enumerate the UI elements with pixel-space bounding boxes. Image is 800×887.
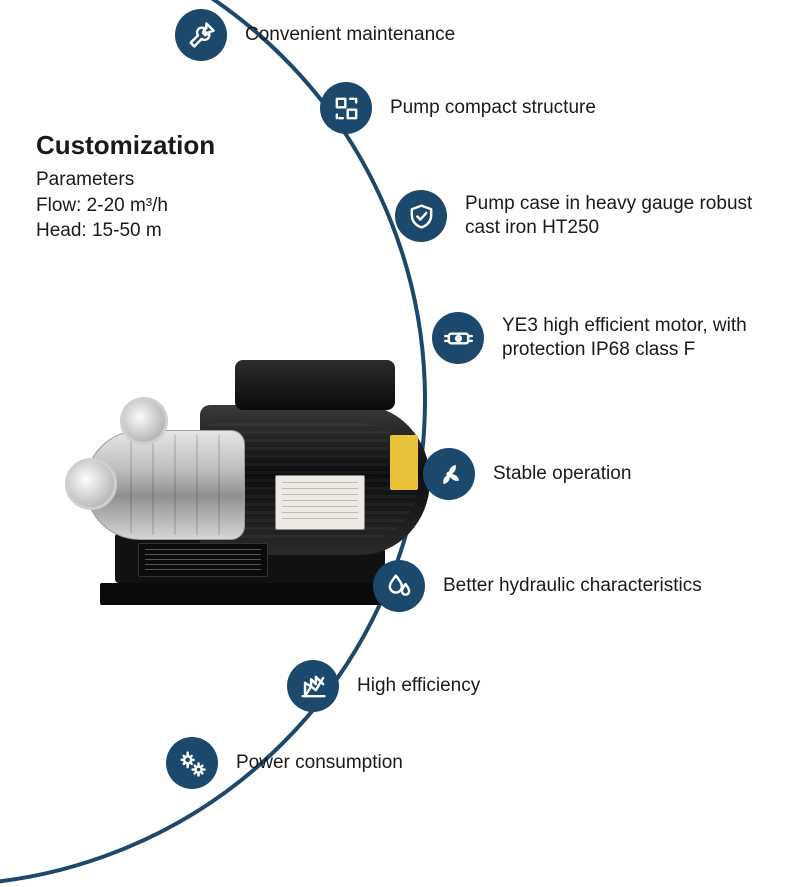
drops-icon bbox=[373, 560, 425, 612]
motor-icon bbox=[432, 312, 484, 364]
title-block: Customization Parameters Flow: 2-20 m³/h… bbox=[36, 130, 215, 244]
title: Customization bbox=[36, 130, 215, 161]
feature-label: Better hydraulic characteristics bbox=[443, 574, 702, 598]
param-flow: Flow: 2-20 m³/h bbox=[36, 193, 215, 219]
square-icon bbox=[320, 82, 372, 134]
feature-efficiency: High efficiency bbox=[287, 660, 480, 712]
feature-compact: Pump compact structure bbox=[320, 82, 596, 134]
fan-icon bbox=[423, 448, 475, 500]
feature-label: Pump compact structure bbox=[390, 96, 596, 120]
feature-label: High efficiency bbox=[357, 674, 480, 698]
feature-hydraulic: Better hydraulic characteristics bbox=[373, 560, 702, 612]
tools-icon bbox=[175, 9, 227, 61]
feature-label: Convenient maintenance bbox=[245, 23, 455, 47]
gears-icon bbox=[166, 737, 218, 789]
feature-label: Power consumption bbox=[236, 751, 403, 775]
feature-label: Pump case in heavy gauge robust cast iro… bbox=[465, 192, 755, 240]
feature-maintenance: Convenient maintenance bbox=[175, 9, 455, 61]
chart-icon bbox=[287, 660, 339, 712]
param-head: Head: 15-50 m bbox=[36, 218, 215, 244]
feature-stable: Stable operation bbox=[423, 448, 631, 500]
param-heading: Parameters bbox=[36, 167, 215, 193]
infographic-canvas: Customization Parameters Flow: 2-20 m³/h… bbox=[0, 0, 800, 800]
feature-label: Stable operation bbox=[493, 462, 631, 486]
feature-motor: YE3 high efficient motor, with protectio… bbox=[432, 312, 792, 364]
shield-icon bbox=[395, 190, 447, 242]
feature-power: Power consumption bbox=[166, 737, 403, 789]
feature-case: Pump case in heavy gauge robust cast iro… bbox=[395, 190, 755, 242]
feature-label: YE3 high efficient motor, with protectio… bbox=[502, 314, 792, 362]
